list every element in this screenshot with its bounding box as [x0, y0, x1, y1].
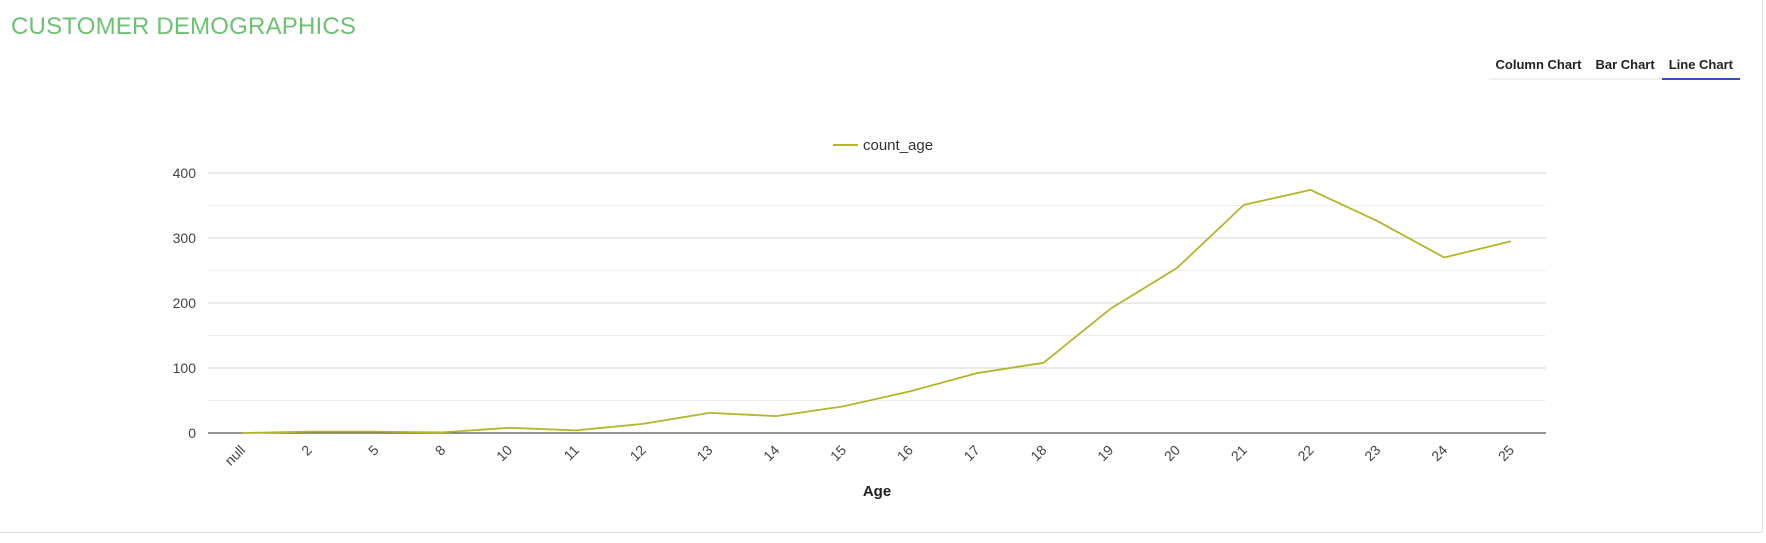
grid-lines [208, 172, 1546, 434]
x-tick-label: 11 [560, 442, 582, 464]
x-axis-title: Age [863, 483, 891, 500]
data-point [1441, 255, 1447, 261]
data-point [840, 403, 846, 409]
chart-panel: CUSTOMER DEMOGRAPHICS Column Chart Bar C… [0, 0, 1763, 533]
data-point [373, 429, 379, 435]
x-tick-label: 14 [760, 442, 782, 464]
data-point [640, 421, 646, 427]
x-tick-label: 19 [1094, 442, 1116, 464]
x-tick-label: 21 [1228, 442, 1250, 464]
chart-type-tabs: Column Chart Bar Chart Line Chart [1488, 54, 1740, 80]
data-point [707, 410, 713, 416]
page-title: CUSTOMER DEMOGRAPHICS [11, 13, 357, 40]
data-point [907, 388, 913, 394]
x-tick-label: 23 [1361, 442, 1383, 464]
x-tick-label: 10 [493, 442, 515, 464]
data-point [773, 413, 779, 419]
x-tick-label: 16 [894, 442, 916, 464]
data-point [1174, 265, 1180, 271]
y-tick-label: 400 [173, 165, 197, 181]
data-point [439, 429, 445, 435]
data-point [573, 427, 579, 433]
y-tick-label: 300 [173, 230, 197, 246]
x-tick-label: null [221, 442, 248, 469]
x-tick-label: 25 [1495, 442, 1517, 464]
x-tick-label: 12 [627, 442, 649, 464]
data-point [1508, 238, 1514, 244]
x-tick-label: 5 [365, 442, 382, 459]
y-tick-label: 0 [188, 425, 196, 441]
x-tick-label: 15 [827, 442, 849, 464]
data-point [1241, 202, 1247, 208]
data-point [1107, 306, 1113, 312]
y-tick-label: 100 [173, 360, 197, 376]
x-axis-ticks: null 2 5 8 10 11 12 13 14 15 16 17 18 19 20 21 22 23 24 25 [221, 442, 1517, 469]
legend[interactable]: count_age [833, 137, 933, 154]
tab-column-chart[interactable]: Column Chart [1488, 54, 1589, 80]
tab-bar-chart[interactable]: Bar Chart [1588, 54, 1662, 80]
x-tick-label: 8 [432, 442, 449, 459]
x-tick-label: 13 [693, 442, 715, 464]
x-tick-label: 24 [1428, 442, 1450, 464]
data-point [239, 430, 245, 436]
x-tick-label: 18 [1027, 442, 1049, 464]
data-point [1040, 360, 1046, 366]
legend-label-count-age: count_age [863, 137, 933, 154]
series-layer [239, 187, 1514, 436]
x-tick-label: 22 [1294, 442, 1316, 464]
tab-line-chart[interactable]: Line Chart [1661, 54, 1740, 80]
y-axis-ticks: 0 100 200 300 400 [173, 165, 197, 441]
data-point [506, 425, 512, 431]
x-tick-label: 20 [1161, 442, 1183, 464]
data-point [974, 370, 980, 376]
data-point [1374, 218, 1380, 224]
data-point [1308, 187, 1314, 193]
x-tick-label: 17 [960, 442, 982, 464]
x-tick-label: 2 [298, 442, 315, 459]
y-tick-label: 200 [173, 295, 197, 311]
data-point [306, 429, 312, 435]
series-line-count-age [241, 188, 1512, 434]
